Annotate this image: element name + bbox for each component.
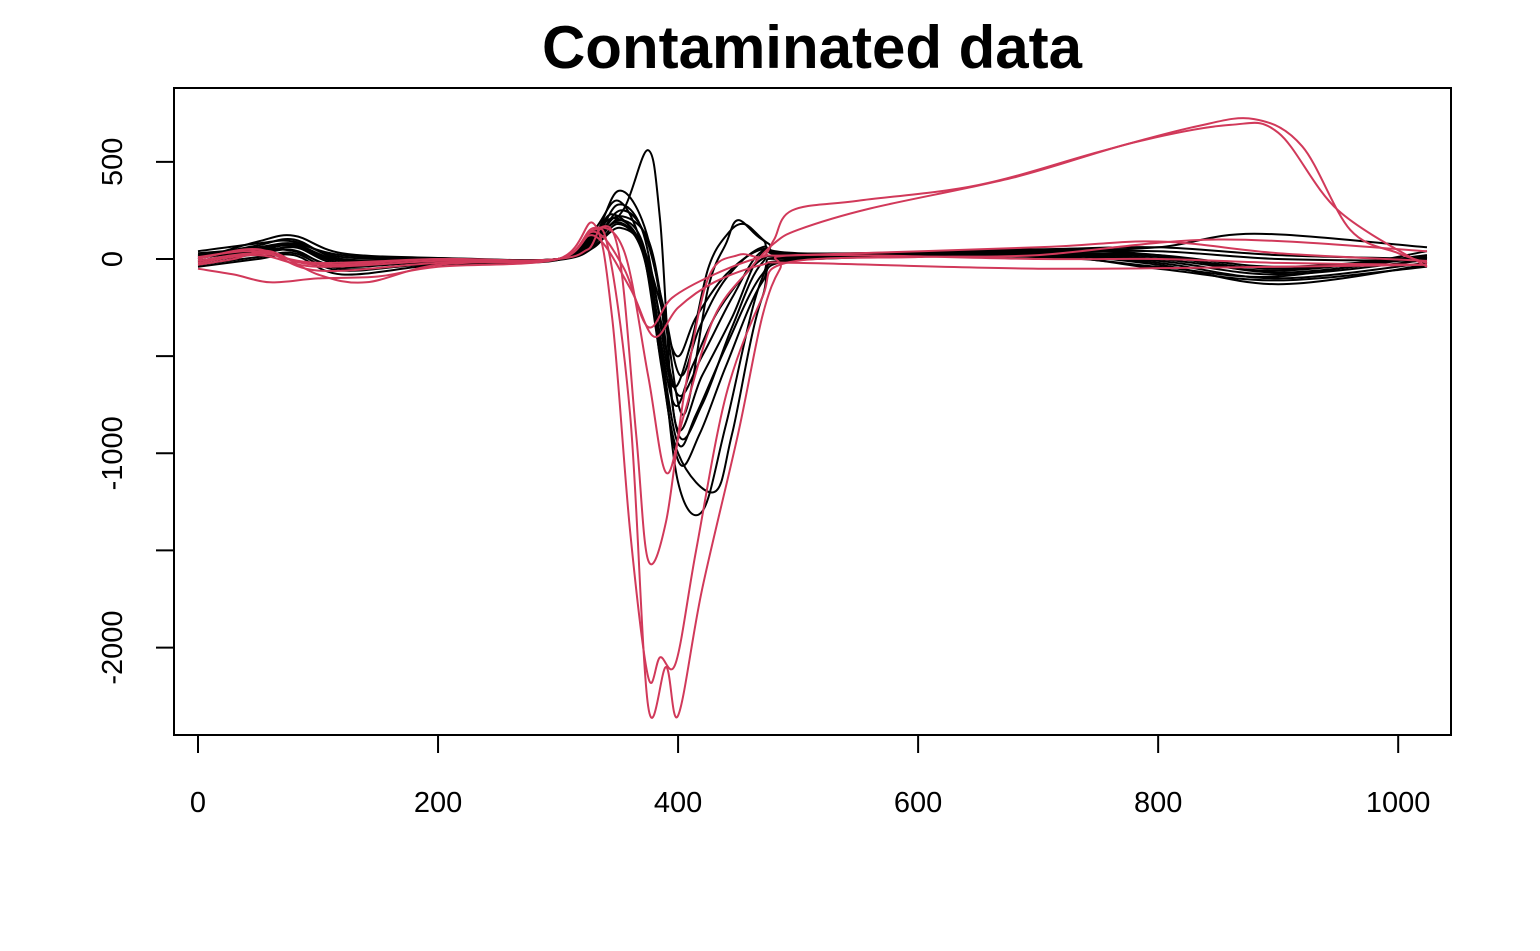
series-line-10 [197,217,1428,408]
x-tick-label: 1000 [1366,787,1431,819]
x-tick-label: 200 [414,787,462,819]
series-layer [197,117,1428,719]
series-line-3 [197,149,1428,432]
plot-frame [173,87,1452,736]
x-tick-label: 0 [190,787,206,819]
x-axis: 0 200 400 600 800 1000 [190,734,1431,819]
y-axis: 500 0 -1000 -2000 [97,138,175,685]
y-tick-label: 500 [97,138,129,186]
chart-title: Contaminated data [542,14,1083,81]
series-line-15 [197,117,1428,566]
series-line-8 [197,209,1428,377]
series-line-2 [197,189,1428,441]
series-line-18 [197,230,1428,329]
y-tick-label: -1000 [97,416,129,490]
series-line-5 [197,199,1428,494]
series-line-14 [197,221,1428,685]
x-tick-label: 600 [894,787,942,819]
y-tick-label: 0 [97,251,129,267]
series-line-12 [197,221,1428,358]
x-tick-label: 400 [654,787,702,819]
x-tick-label: 800 [1134,787,1182,819]
series-line-16 [197,121,1428,475]
series-line-13 [197,228,1428,719]
y-tick-label: -2000 [97,611,129,685]
series-line-6 [197,215,1428,416]
